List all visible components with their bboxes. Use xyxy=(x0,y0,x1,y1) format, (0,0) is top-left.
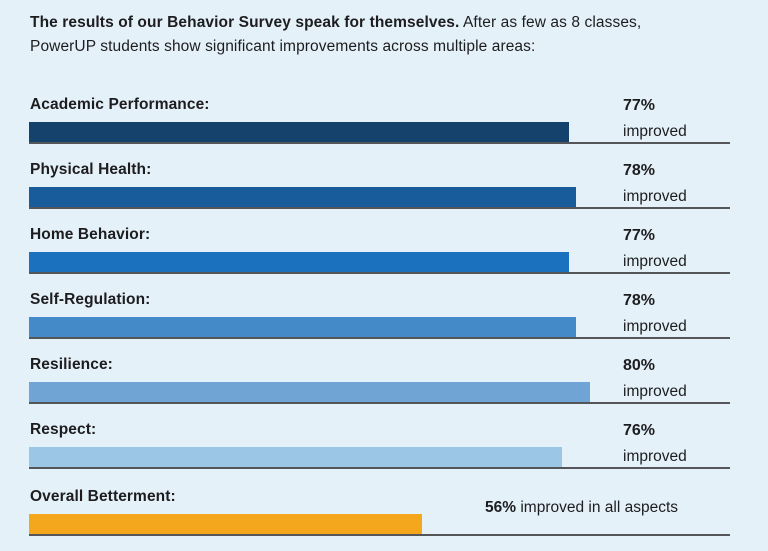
chart-row: Overall Betterment: 56% improved in all … xyxy=(0,486,768,551)
bar-track xyxy=(29,187,730,209)
row-value: 76% improved xyxy=(623,421,687,466)
bar-track xyxy=(29,514,730,536)
bar-track xyxy=(29,382,730,404)
intro-bold-sentence: The results of our Behavior Survey speak… xyxy=(30,14,460,31)
row-value: 78% improved xyxy=(623,291,687,336)
bar xyxy=(29,447,562,467)
chart-row: Academic Performance: 77% improved xyxy=(0,96,768,161)
bar xyxy=(29,122,569,142)
row-improved-text: improved xyxy=(623,448,687,465)
bar xyxy=(29,187,576,207)
row-value: 78% improved xyxy=(623,161,687,206)
row-label: Self-Regulation: xyxy=(30,291,151,308)
bar xyxy=(29,514,422,534)
bar-track xyxy=(29,447,730,469)
intro-rest-line1: After as few as 8 classes, xyxy=(459,14,642,31)
bar xyxy=(29,252,569,272)
bar-track xyxy=(29,122,730,144)
chart-row: Physical Health: 78% improved xyxy=(0,161,768,226)
row-percent: 80% xyxy=(623,357,656,374)
row-label: Resilience: xyxy=(30,356,113,373)
row-label: Home Behavior: xyxy=(30,226,151,243)
row-percent: 56% xyxy=(485,499,517,516)
row-value: 80% improved xyxy=(623,356,687,401)
row-improved-text: improved xyxy=(623,383,687,400)
row-value: 56% improved in all aspects xyxy=(485,498,678,518)
bar xyxy=(29,382,590,402)
row-percent: 78% xyxy=(623,162,656,179)
intro-line2: PowerUP students show significant improv… xyxy=(30,38,536,55)
intro-text: The results of our Behavior Survey speak… xyxy=(30,11,740,59)
row-improved-text: improved xyxy=(623,188,687,205)
chart-row: Respect: 76% improved xyxy=(0,421,768,486)
row-improved-text: improved xyxy=(623,123,687,140)
row-improved-text: improved in all aspects xyxy=(516,499,678,516)
bar-track xyxy=(29,317,730,339)
row-percent: 77% xyxy=(623,97,656,114)
row-improved-text: improved xyxy=(623,253,687,270)
row-improved-text: improved xyxy=(623,318,687,335)
row-value: 77% improved xyxy=(623,96,687,141)
row-label: Respect: xyxy=(30,421,97,438)
row-percent: 77% xyxy=(623,227,656,244)
chart-row: Self-Regulation: 78% improved xyxy=(0,291,768,356)
row-percent: 78% xyxy=(623,292,656,309)
row-label: Overall Betterment: xyxy=(30,488,176,505)
chart-row: Home Behavior: 77% improved xyxy=(0,226,768,291)
bar xyxy=(29,317,576,337)
row-label: Academic Performance: xyxy=(30,96,210,113)
chart-row: Resilience: 80% improved xyxy=(0,356,768,421)
row-percent: 76% xyxy=(623,422,656,439)
row-label: Physical Health: xyxy=(30,161,152,178)
bar-track xyxy=(29,252,730,274)
row-value: 77% improved xyxy=(623,226,687,271)
